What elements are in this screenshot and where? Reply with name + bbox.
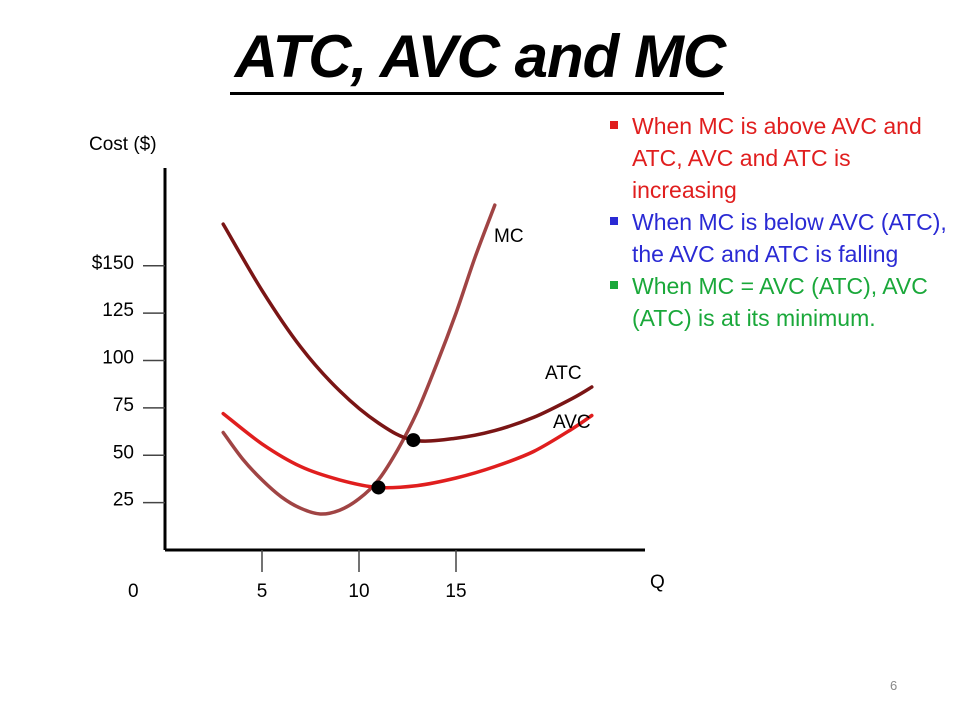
mc-label: MC [494,226,524,247]
origin-label: 0 [128,581,139,602]
atc-curve [221,222,594,443]
avc-curve [221,411,594,490]
y-tick-label: $150 [92,253,134,274]
x-axis-label: Q [650,572,665,593]
bullet-mc-above: When MC is above AVC and ATC, AVC and AT… [608,110,948,206]
x-tick-label: 10 [348,581,369,602]
y-tick-label: 50 [113,442,134,463]
y-tick-label: 100 [102,348,134,369]
y-tick-label: 25 [113,490,134,511]
bullet-mc-equal: When MC = AVC (ATC), AVC (ATC) is at its… [608,270,948,334]
bullet-mc-below: When MC is below AVC (ATC), the AVC and … [608,206,948,270]
page-title: ATC, AVC and MC [234,23,727,90]
y-axis-label: Cost ($) [89,134,157,155]
y-tick-label: 75 [113,395,134,416]
curves [221,203,594,516]
x-tick-label: 5 [257,581,268,602]
bullet-text: When MC is below AVC (ATC), the AVC and … [632,209,947,267]
intersection-points [371,433,421,495]
bullet-square-icon [610,217,618,225]
intersection-point [406,433,421,448]
y-tick-label: 125 [102,300,134,321]
atc-label: ATC [545,363,582,384]
bullet-text: When MC = AVC (ATC), AVC (ATC) is at its… [632,273,928,331]
x-tick-label: 15 [445,581,466,602]
intersection-point [371,480,386,495]
title-underline [230,92,724,95]
page-number: 6 [890,678,898,693]
bullet-square-icon [610,281,618,289]
x-ticks: 5 10 15 [257,550,467,602]
explanation-list: When MC is above AVC and ATC, AVC and AT… [608,110,948,334]
bullet-square-icon [610,121,618,129]
y-ticks: 25 50 75 100 125 $150 [92,253,165,511]
mc-curve [221,203,497,516]
avc-label: AVC [553,412,591,433]
bullet-text: When MC is above AVC and ATC, AVC and AT… [632,113,922,203]
